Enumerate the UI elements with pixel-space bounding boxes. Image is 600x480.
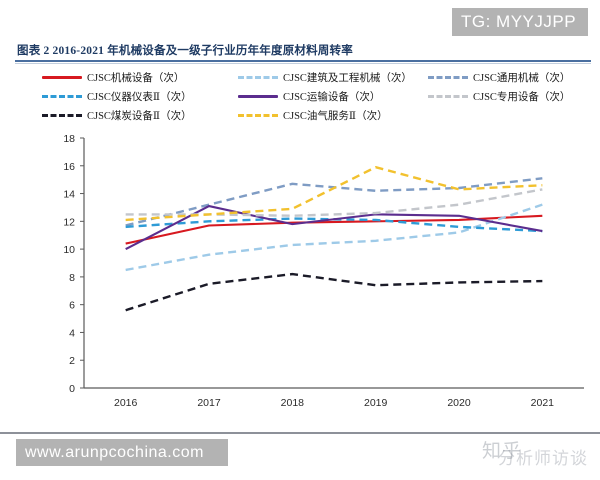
footer-divider: [0, 432, 600, 434]
legend-swatch-icon: [238, 95, 278, 98]
x-tick-label: 2021: [531, 397, 555, 409]
legend-item[interactable]: CJSC仪器仪表Ⅱ（次）: [42, 89, 238, 104]
url-badge: www.arunpcochina.com: [16, 439, 228, 466]
y-tick-label: 6: [69, 300, 75, 312]
chart-card: 图表 2 2016-2021 年机械设备及一级子行业历年年度原材料周转率 CJS…: [12, 40, 592, 468]
y-tick-label: 12: [63, 216, 75, 228]
legend-swatch-icon: [42, 95, 82, 98]
series-line: [125, 203, 543, 272]
legend-label: CJSC机械设备（次）: [87, 73, 185, 84]
series-line: [125, 272, 543, 312]
series-line: [125, 165, 543, 222]
legend-swatch-icon: [42, 114, 82, 117]
title-divider: [15, 60, 591, 62]
x-tick-label: 2016: [114, 397, 138, 409]
series-line: [125, 188, 543, 217]
title-divider-secondary: [15, 63, 591, 64]
legend-item[interactable]: CJSC油气服务Ⅱ（次）: [238, 108, 428, 123]
series-layer: [125, 165, 543, 312]
page-title: 图表 2 2016-2021 年机械设备及一级子行业历年年度原材料周转率: [17, 45, 353, 57]
legend-swatch-icon: [428, 95, 468, 98]
chart-legend: CJSC机械设备（次） CJSC建筑及工程机械（次） CJSC通用机械（次） CJSC…: [42, 68, 590, 125]
y-tick-label: 8: [69, 272, 75, 284]
y-tick-label: 10: [63, 244, 75, 256]
watermark-text: 知乎: [482, 441, 523, 462]
tg-badge: TG: MYYJJPP: [452, 8, 588, 36]
y-tick-label: 4: [69, 327, 75, 339]
legend-label: CJSC运输设备（次）: [283, 92, 381, 103]
legend-item[interactable]: CJSC煤炭设备Ⅱ（次）: [42, 108, 238, 123]
legend-label: CJSC专用设备（次）: [473, 92, 571, 103]
line-chart-svg: 0 2 4 6 8 10 12 14 16 18 2016 2017 2018 2019 2020 2021: [63, 133, 584, 409]
x-tick-label: 2020: [447, 397, 471, 409]
legend-item[interactable]: CJSC运输设备（次）: [238, 89, 428, 104]
y-tick-label: 0: [69, 383, 75, 395]
watermark-subtext: 分析师访谈: [498, 449, 588, 468]
legend-item[interactable]: CJSC通用机械（次）: [428, 70, 588, 85]
x-tick-label: 2018: [281, 397, 305, 409]
legend-label: CJSC仪器仪表Ⅱ（次）: [87, 92, 192, 103]
x-axis-labels: 2016 2017 2018 2019 2020 2021: [114, 397, 554, 409]
plot-area: 0 2 4 6 8 10 12 14 16 18 2016 2017 2018 2019 2020 2021: [12, 128, 592, 428]
legend-label: CJSC通用机械（次）: [473, 73, 571, 84]
y-tick-label: 18: [63, 133, 75, 145]
x-tick-label: 2017: [197, 397, 221, 409]
legend-swatch-icon: [238, 114, 278, 117]
legend-label: CJSC煤炭设备Ⅱ（次）: [87, 111, 192, 122]
legend-item[interactable]: CJSC机械设备（次）: [42, 70, 238, 85]
y-tick-label: 2: [69, 355, 75, 367]
y-tick-label: 14: [63, 189, 75, 201]
legend-label: CJSC油气服务Ⅱ（次）: [283, 111, 388, 122]
legend-swatch-icon: [238, 76, 278, 79]
x-tick-label: 2019: [364, 397, 388, 409]
axis-layer: 0 2 4 6 8 10 12 14 16 18: [63, 133, 584, 395]
legend-swatch-icon: [42, 76, 82, 79]
legend-swatch-icon: [428, 76, 468, 79]
legend-label: CJSC建筑及工程机械（次）: [283, 73, 412, 84]
legend-item[interactable]: CJSC专用设备（次）: [428, 89, 588, 104]
y-tick-label: 16: [63, 161, 75, 173]
legend-item[interactable]: CJSC建筑及工程机械（次）: [238, 70, 428, 85]
